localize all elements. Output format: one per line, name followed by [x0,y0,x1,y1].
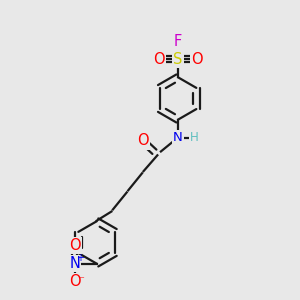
Text: S: S [173,52,183,67]
Text: O: O [137,134,149,148]
Text: O: O [191,52,202,67]
Text: O: O [69,274,80,290]
Text: O: O [153,52,165,67]
Text: N: N [173,131,183,144]
Text: O: O [69,238,80,253]
Text: H: H [190,131,199,144]
Text: F: F [174,34,182,49]
Text: ⁻: ⁻ [78,275,84,285]
Text: +: + [76,253,84,263]
Text: N: N [69,256,80,271]
